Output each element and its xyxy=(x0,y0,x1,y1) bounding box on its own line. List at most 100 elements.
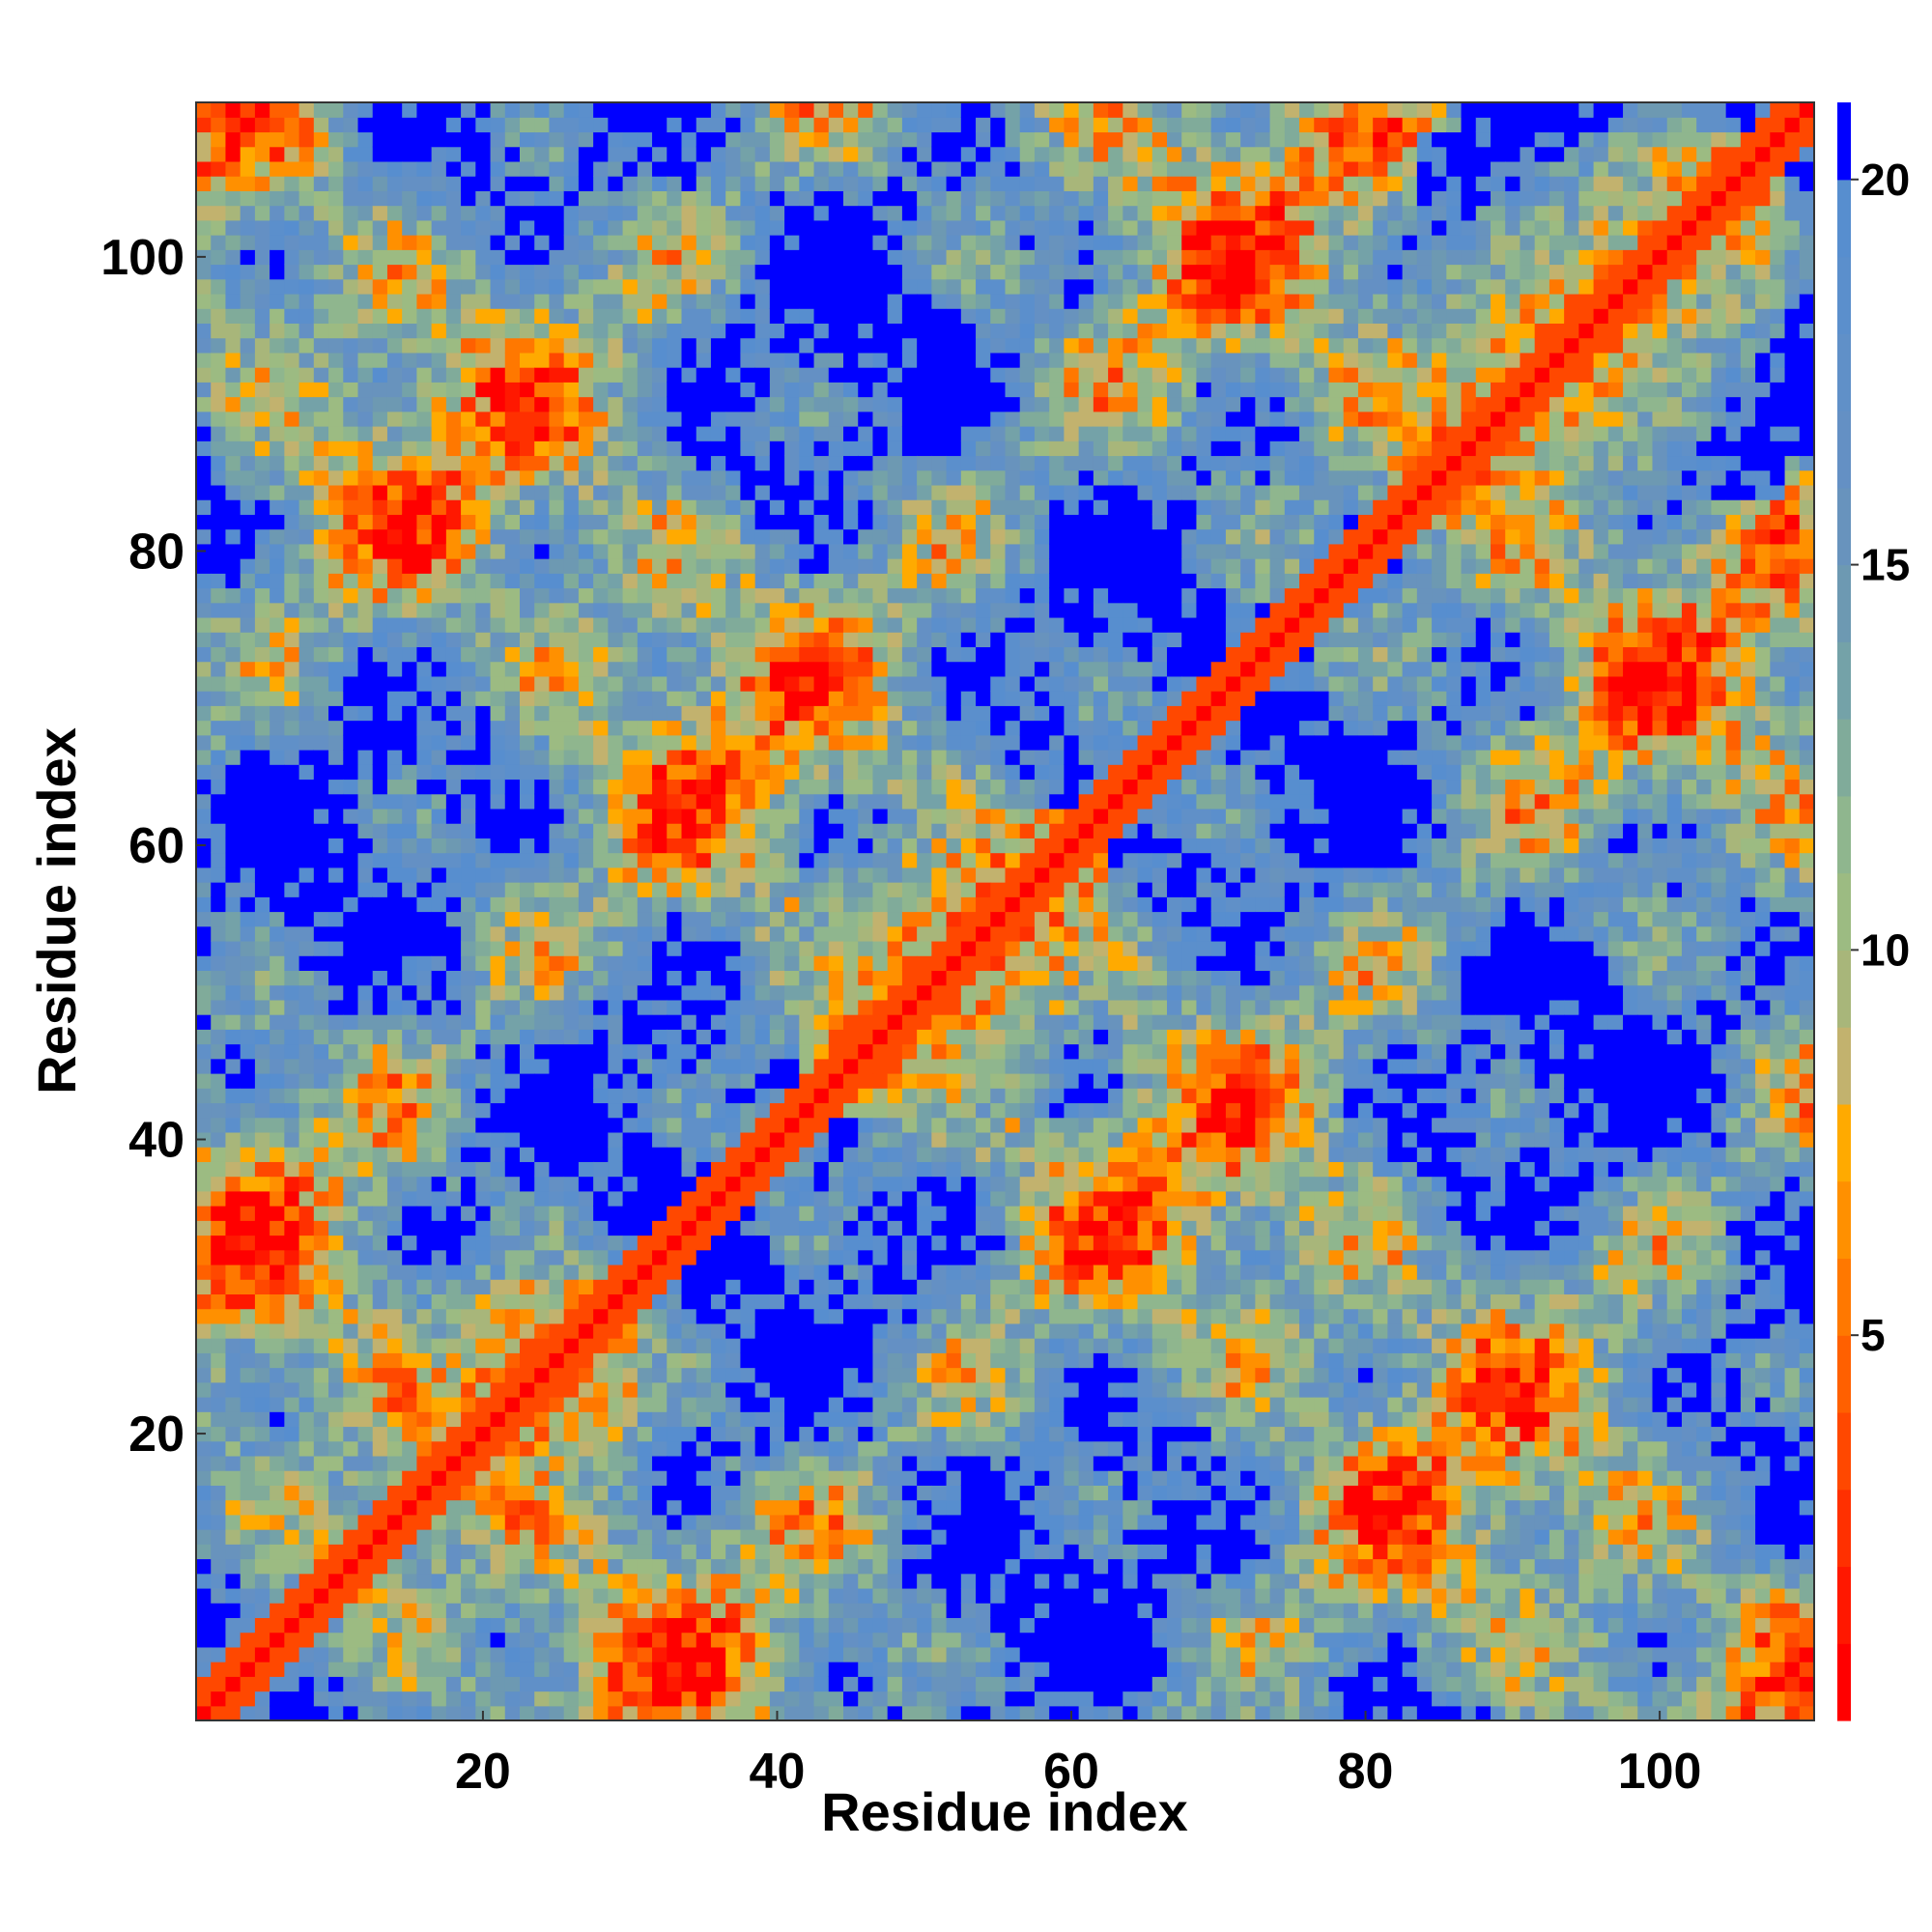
heatmap-cell xyxy=(769,1455,785,1471)
heatmap-cell xyxy=(784,587,800,604)
heatmap-cell xyxy=(402,705,418,722)
heatmap-cell xyxy=(622,382,639,398)
heatmap-cell xyxy=(372,528,388,545)
heatmap-cell xyxy=(445,632,462,648)
heatmap-cell xyxy=(196,1117,212,1133)
heatmap-cell xyxy=(769,1308,785,1324)
heatmap-cell xyxy=(578,1279,594,1295)
heatmap-cell xyxy=(461,867,476,883)
heatmap-cell xyxy=(710,1308,726,1324)
heatmap-cell xyxy=(284,1514,300,1530)
heatmap-cell xyxy=(298,1632,315,1648)
heatmap-cell xyxy=(520,1029,535,1045)
heatmap-cell xyxy=(608,720,624,736)
heatmap-cell xyxy=(652,176,668,191)
heatmap-cell xyxy=(784,779,800,795)
heatmap-cell xyxy=(843,838,859,854)
heatmap-cell xyxy=(490,1705,506,1721)
heatmap-cell xyxy=(372,1603,388,1619)
heatmap-cell xyxy=(240,1102,256,1119)
heatmap-cell xyxy=(270,337,285,354)
heatmap-cell xyxy=(725,440,742,457)
heatmap-cell xyxy=(520,764,535,781)
heatmap-cell xyxy=(622,1322,639,1339)
heatmap-cell xyxy=(593,440,609,457)
heatmap-cell xyxy=(667,219,683,236)
heatmap-cell xyxy=(608,764,624,781)
heatmap-cell xyxy=(563,440,580,457)
heatmap-cell xyxy=(284,1161,300,1178)
heatmap-cell xyxy=(431,867,447,883)
heatmap-cell xyxy=(828,160,844,177)
heatmap-cell xyxy=(196,705,212,722)
heatmap-cell xyxy=(490,1676,506,1692)
heatmap-cell xyxy=(386,1676,403,1692)
heatmap-cell xyxy=(240,750,256,765)
heatmap-cell xyxy=(225,1058,242,1074)
heatmap-cell xyxy=(622,602,639,618)
heatmap-cell xyxy=(578,779,594,795)
heatmap-cell xyxy=(445,1367,462,1383)
heatmap-cell xyxy=(313,1206,329,1221)
heatmap-cell xyxy=(667,426,683,441)
heatmap-cell xyxy=(549,999,565,1015)
heatmap-cell xyxy=(461,1206,476,1221)
heatmap-cell xyxy=(534,1455,551,1471)
heatmap-cell xyxy=(681,1322,697,1339)
heatmap-cell xyxy=(563,1293,580,1310)
heatmap-cell xyxy=(828,190,844,207)
heatmap-cell xyxy=(652,382,668,398)
heatmap-cell xyxy=(254,1397,270,1412)
heatmap-cell xyxy=(416,278,433,295)
heatmap-cell xyxy=(196,499,212,515)
heatmap-cell xyxy=(196,955,212,972)
heatmap-cell xyxy=(431,117,447,133)
heatmap-cell xyxy=(196,382,212,398)
heatmap-cell xyxy=(608,219,624,236)
heatmap-cell xyxy=(740,1587,756,1604)
heatmap-cell xyxy=(725,750,742,765)
heatmap-cell xyxy=(667,661,683,677)
heatmap-cell xyxy=(475,896,492,913)
heatmap-cell xyxy=(769,720,785,736)
heatmap-cell xyxy=(313,469,329,486)
heatmap-cell xyxy=(475,367,492,383)
heatmap-cell xyxy=(578,1676,594,1692)
heatmap-cell xyxy=(534,720,551,736)
heatmap-cell xyxy=(211,469,227,486)
heatmap-cell xyxy=(504,955,521,972)
heatmap-cell xyxy=(490,999,506,1015)
heatmap-cell xyxy=(445,1043,462,1060)
heatmap-cell xyxy=(313,455,329,471)
heatmap-cell xyxy=(313,1646,329,1662)
heatmap-cell xyxy=(637,426,653,441)
heatmap-cell xyxy=(211,1573,227,1589)
heatmap-cell xyxy=(563,999,580,1015)
heatmap-cell xyxy=(211,176,227,191)
heatmap-cell xyxy=(254,867,270,883)
heatmap-cell xyxy=(461,955,476,972)
heatmap-cell xyxy=(858,1381,874,1398)
heatmap-cell xyxy=(211,160,227,177)
heatmap-cell xyxy=(211,117,227,133)
heatmap-cell xyxy=(828,219,844,236)
heatmap-cell xyxy=(667,337,683,354)
heatmap-cell xyxy=(828,1499,844,1516)
heatmap-cell xyxy=(725,1544,742,1560)
heatmap-cell xyxy=(520,1411,535,1428)
heatmap-cell xyxy=(710,367,726,383)
heatmap-cell xyxy=(799,1529,815,1545)
heatmap-cell xyxy=(667,514,683,530)
heatmap-cell xyxy=(270,1397,285,1412)
heatmap-cell xyxy=(725,1676,742,1692)
heatmap-cell xyxy=(357,1455,374,1471)
heatmap-cell xyxy=(813,337,830,354)
heatmap-cell xyxy=(284,1381,300,1398)
heatmap-cell xyxy=(710,970,726,986)
heatmap-cell xyxy=(445,1279,462,1295)
heatmap-cell xyxy=(445,1352,462,1369)
heatmap-cell xyxy=(357,1338,374,1353)
heatmap-cell xyxy=(211,323,227,339)
heatmap-cell xyxy=(784,1676,800,1692)
heatmap-cell xyxy=(490,1617,506,1634)
